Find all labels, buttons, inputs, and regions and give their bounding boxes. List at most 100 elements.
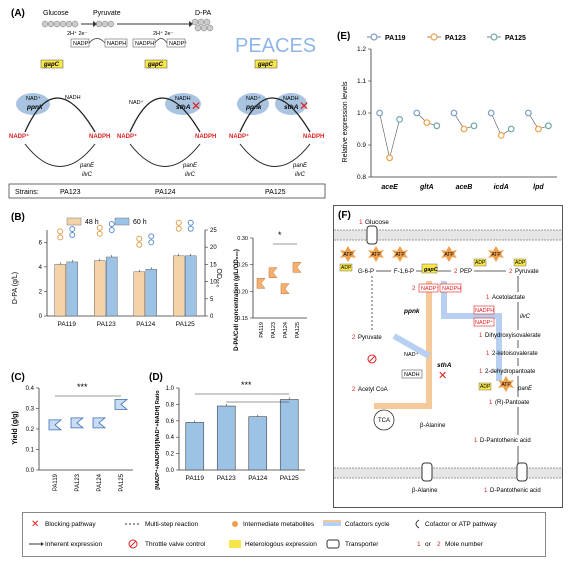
b-od-point [96, 224, 103, 231]
heterologous-icon [229, 540, 241, 548]
e-point [487, 109, 495, 117]
pane-label-3: panE [292, 163, 308, 169]
peaces-logo: PEACES [235, 35, 316, 57]
legend-svg: ✕ Blocking pathway Inherent expression M… [29, 519, 497, 549]
pane-label-2: panE [182, 163, 198, 169]
gapc-label-3: gapC [257, 62, 274, 68]
e-tick-label: 0.8 [357, 174, 366, 181]
c-tick-label: 0.3 [26, 407, 35, 413]
b-od-point [148, 233, 155, 240]
nadh-label-2: NADH [175, 96, 191, 102]
e-point [450, 109, 458, 117]
e-point [433, 122, 441, 130]
b-right-tick-label: 5 [210, 297, 214, 303]
acetylcoa: Acetyl CoA [358, 387, 388, 393]
panel-e: (E) PA119 PA123 PA125 Relative expression … [333, 27, 563, 205]
b-left-tick-label: 0 [39, 314, 43, 320]
inset-tick-label: 0.30 [237, 236, 248, 242]
pep: PEP [460, 269, 472, 275]
panel-e-label: (E) [337, 31, 350, 42]
panel-a: (A) Glucose Pyruvate D-PA 2H⁺ 2e⁻ 2H⁺ 2e… [5, 4, 327, 200]
legend-mole: Mole number [445, 541, 484, 548]
legend-multistep: Multi-step reaction [145, 521, 198, 528]
nadp-box-2: NADP⁺ [169, 40, 187, 47]
b-bar [66, 261, 78, 317]
e-tick-label: 1.1 [357, 78, 366, 85]
strain-pa123: PA123 [60, 189, 81, 196]
balanine: β-Alanine [420, 423, 446, 429]
b-od-point [136, 235, 143, 242]
nadp-red-1: NADP⁺ [9, 133, 29, 140]
b-category-label: PA124 [136, 321, 155, 328]
glucose-chain [41, 18, 214, 32]
inset-tick-label: 0.15 [237, 316, 248, 322]
panel-f-diagram: (F) 1 Glucose G-6-P F-1,6-P 2 PEP 2 Pyru… [334, 210, 562, 494]
nadph-box-2: NADPH [135, 41, 154, 47]
e-legend: PA119 PA123 PA125 [367, 33, 526, 42]
e-legend-marker [430, 33, 438, 41]
b-od-point [136, 241, 143, 248]
b-inset-sig: * [278, 230, 282, 240]
legend-throttle: Throttle valve control [145, 541, 206, 548]
pyruvate2-n: 2 [352, 335, 356, 341]
d-sig: *** [241, 380, 252, 390]
e-legend-label: PA123 [445, 35, 466, 42]
dpa-out: D-Pantothenic acid [490, 488, 541, 494]
c-marker [92, 417, 107, 429]
c-ylabel: Yield (g/g) [12, 411, 19, 445]
panel-d-label: (D) [149, 372, 163, 383]
ppnk-f: ppnk [403, 308, 420, 315]
strain-pa125: PA125 [265, 189, 286, 196]
inset-marker [268, 267, 278, 278]
d-category-label: PA119 [185, 475, 204, 482]
e-point [376, 109, 383, 117]
dhiv: Dihydroxyisovalerate [485, 333, 541, 339]
inset-marker [256, 278, 266, 289]
strain-pa124: PA124 [155, 189, 176, 196]
c-axes: 0.0 0.1 0.2 0.3 0.4 PA119 PA123 PA124 PA125 [26, 386, 133, 492]
d-bar [216, 405, 236, 471]
left-pathway: 2 Pyruvate 2 Acetyl CoA TCA β-Alanine β-… [352, 276, 541, 494]
gapc-label-1: gapC [43, 62, 60, 68]
e-gene-label: icdA [494, 184, 509, 191]
orange-cycle [374, 281, 432, 409]
panel-b-label: (B) [11, 212, 25, 223]
dpa-out-n: 1 [484, 488, 488, 494]
b-category-label: PA119 [57, 321, 76, 328]
d-ylabel: [NADP⁺+NADPH]/[NAD⁺+NADH] Ratio [154, 390, 161, 490]
pyruvate-n: 2 [509, 269, 513, 275]
b-bar [145, 269, 157, 317]
glucose-label: Glucose [43, 10, 69, 17]
glucose-n: 1 [359, 219, 363, 226]
d-category-label: PA125 [280, 475, 299, 482]
d-tick-label: 0.8 [166, 402, 175, 408]
adp-2: ADP [475, 260, 486, 266]
transporter-top [366, 225, 378, 245]
stha-label-2: sthA [176, 104, 191, 111]
atp-1: ATP [343, 252, 353, 258]
e-point [544, 122, 552, 130]
dpantothenic: D-Pantothenic acid [480, 438, 531, 444]
e-gene-label: aceE [381, 184, 398, 191]
panel-b-chart: (B) 48 h 60 h D-PA (g/L) OD₆₀₀ 0 2 4 6 0 5 10 1… [11, 212, 307, 351]
d-tick-label: 1.0 [166, 386, 175, 392]
nad-f: NAD⁺ [404, 351, 419, 358]
inset-marker [280, 283, 290, 294]
dpa-label: D-PA [195, 10, 212, 17]
legend-cofactor-atp: Cofactor or ATP pathway [425, 521, 497, 528]
gapc-label-2: gapC [147, 62, 164, 68]
b-bars [54, 219, 197, 317]
atp-2: ATP [371, 252, 381, 258]
e-gene-label: gltA [419, 184, 434, 191]
d-category-label: PA124 [248, 475, 267, 482]
c-tick-label: 0.2 [26, 427, 35, 433]
b-bar [185, 255, 197, 317]
inset-category-label: PA125 [295, 322, 301, 338]
dhiv-n: 1 [479, 333, 483, 339]
blue-cycle-2 [392, 333, 431, 359]
ppnk-label-3: ppnk [245, 104, 262, 111]
block-mark-f: ✕ [438, 370, 447, 382]
legend-heterologous: Heterologous expression [245, 541, 317, 548]
block-mark-2: ✕ [191, 99, 201, 113]
e-point [507, 125, 515, 133]
